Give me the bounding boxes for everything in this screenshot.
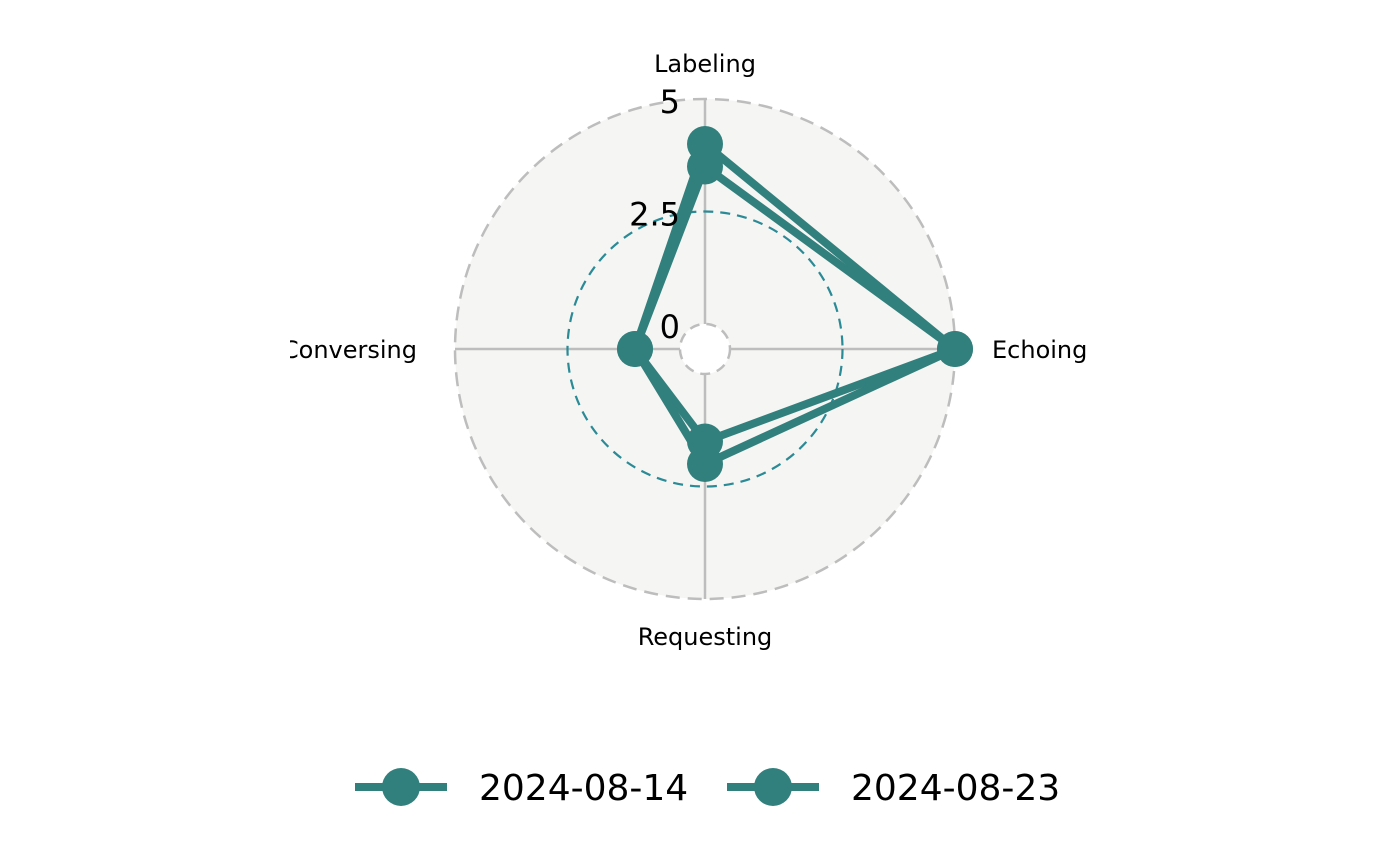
legend: 2024-08-14 2024-08-23 [355,768,1060,809]
tick-label-5: 5 [660,83,680,121]
mid-gridline [566,210,844,488]
legend-marker-2 [754,768,792,806]
plot-area: 0 2.5 5 Labeling Echoing Requesting Conversing [282,50,1087,651]
legend-marker-1 [382,768,420,806]
series-2-point-conversing [617,331,653,367]
axis-label-conversing: Conversing [282,336,417,364]
tick-label-2.5: 2.5 [629,196,680,234]
axis-label-requesting: Requesting [638,623,773,651]
legend-label-2: 2024-08-23 [851,768,1060,809]
tick-label-0: 0 [660,308,680,346]
series-2-point-labeling [687,148,723,185]
series-2-point-echoing [937,331,973,367]
inner-circle [678,322,732,376]
axis-label-echoing: Echoing [992,336,1087,364]
axis-label-labeling: Labeling [654,50,756,78]
series-2-point-requesting [687,423,723,460]
legend-label-1: 2024-08-14 [479,768,688,809]
